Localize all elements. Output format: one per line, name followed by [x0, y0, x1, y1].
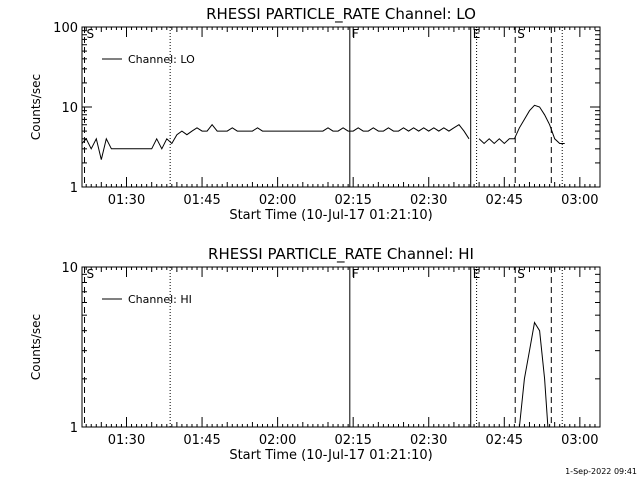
- x-tick-label: 01:30: [108, 193, 145, 208]
- y-axis-label: Counts/sec: [29, 74, 43, 140]
- event-marker-label: S: [517, 27, 525, 41]
- y-tick-label: 1: [70, 421, 78, 436]
- event-marker-label: S: [87, 267, 95, 281]
- x-tick-label: 02:00: [259, 433, 296, 448]
- event-marker-label: S: [87, 27, 95, 41]
- event-marker-label: F: [352, 267, 359, 281]
- data-series-line: [478, 104, 565, 145]
- y-axis-label: Counts/sec: [29, 314, 43, 380]
- chart-title: RHESSI PARTICLE_RATE Channel: LO: [206, 5, 476, 24]
- x-tick-label: 01:45: [183, 433, 220, 448]
- x-tick-label: 02:30: [410, 433, 447, 448]
- chart-panel-lo: RHESSI PARTICLE_RATE Channel: LO Counts/s…: [29, 5, 601, 223]
- y-tick-label: 100: [53, 21, 78, 36]
- x-axis-label: Start Time (10-Jul-17 01:21:10): [229, 448, 432, 463]
- x-tick-label: 03:00: [561, 193, 598, 208]
- legend-entry: Channel: LO: [128, 53, 195, 66]
- x-tick-label: 02:30: [410, 193, 447, 208]
- x-tick-label: 02:15: [334, 193, 371, 208]
- x-tick-label: 01:30: [108, 433, 145, 448]
- data-series-line: [518, 321, 549, 428]
- y-tick-label: 10: [61, 101, 78, 116]
- x-tick-label: 02:45: [486, 193, 523, 208]
- x-axis-label: Start Time (10-Jul-17 01:21:10): [229, 208, 432, 223]
- x-tick-label: 02:45: [486, 433, 523, 448]
- data-series-line: [81, 123, 470, 160]
- x-tick-label: 01:45: [183, 193, 220, 208]
- x-tick-label: 02:00: [259, 193, 296, 208]
- plot-frame: [81, 26, 601, 188]
- event-marker-label: F: [352, 27, 359, 41]
- x-tick-label: 03:00: [561, 433, 598, 448]
- chart-panel-hi: RHESSI PARTICLE_RATE Channel: HI Counts/s…: [29, 245, 601, 463]
- event-marker-label: S: [517, 267, 525, 281]
- chart-title: RHESSI PARTICLE_RATE Channel: HI: [208, 245, 474, 264]
- legend-entry: Channel: HI: [128, 293, 192, 306]
- x-tick-label: 02:15: [334, 433, 371, 448]
- footer-timestamp: 1-Sep-2022 09:41: [565, 467, 637, 476]
- plot-frame: [81, 266, 601, 428]
- y-tick-label: 1: [70, 181, 78, 196]
- y-tick-label: 10: [61, 261, 78, 276]
